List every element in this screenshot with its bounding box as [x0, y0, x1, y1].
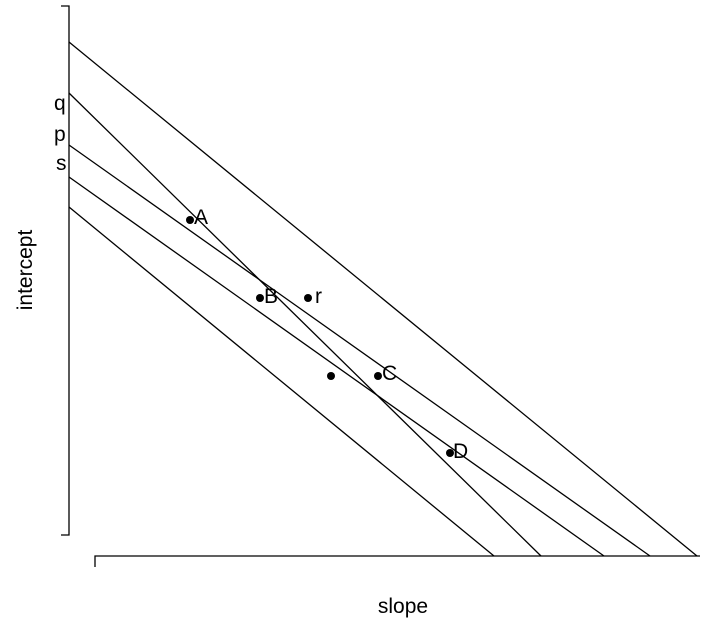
- line-label-s: s: [56, 152, 67, 175]
- y-axis-label: intercept: [14, 230, 37, 311]
- point-r-label: r: [315, 285, 322, 308]
- y-axis: [61, 5, 70, 536]
- point-a-label: A: [194, 206, 208, 229]
- point-c-label: C: [382, 362, 397, 385]
- line-bottom: [68, 206, 495, 557]
- line-labels: q p s: [54, 92, 67, 175]
- lines-group: [68, 41, 698, 557]
- point-c: [374, 372, 382, 380]
- point-r: [304, 294, 312, 302]
- point-d: [446, 449, 454, 457]
- line-s: [68, 176, 605, 557]
- line-label-q: q: [54, 92, 66, 115]
- line-p: [68, 144, 651, 557]
- x-axis: [94, 555, 700, 567]
- line-label-p: p: [54, 123, 66, 146]
- point-b-label: B: [264, 285, 278, 308]
- x-axis-label: slope: [378, 595, 428, 618]
- line-top: [68, 41, 698, 557]
- points: A B r C D: [186, 206, 468, 463]
- line-q: [68, 92, 542, 557]
- point-b: [256, 294, 264, 302]
- point-unlabeled: [327, 372, 335, 380]
- point-a: [186, 216, 194, 224]
- point-d-label: D: [453, 440, 468, 463]
